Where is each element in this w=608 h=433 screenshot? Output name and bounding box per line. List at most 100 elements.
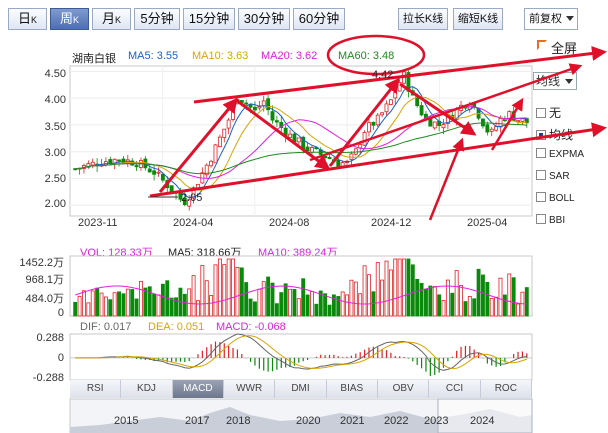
- checkbox[interactable]: [536, 170, 546, 180]
- indicator-tab-cci[interactable]: CCI: [429, 380, 481, 398]
- volume-bar: [445, 279, 450, 317]
- adjust-select[interactable]: 前复权: [524, 8, 578, 30]
- tab-month-k[interactable]: 月K: [92, 8, 131, 30]
- indicator-tab-rsi[interactable]: RSI: [70, 380, 122, 398]
- candle-body: [375, 114, 380, 126]
- checkbox[interactable]: [536, 130, 546, 140]
- indicator-tab-wwr[interactable]: WWR: [224, 380, 276, 398]
- tab-5min[interactable]: 5分钟: [134, 8, 180, 30]
- wave-arrow: [328, 77, 400, 167]
- volume-bar: [99, 292, 104, 317]
- indicator-tab-obv[interactable]: OBV: [378, 380, 430, 398]
- candle-body: [371, 121, 376, 126]
- volume-bar: [231, 258, 235, 317]
- volume-bar: [318, 290, 323, 317]
- x-tick: 2023-11: [78, 217, 118, 229]
- y-tick: 4.50: [44, 68, 66, 80]
- tab-60min[interactable]: 60分钟: [293, 8, 345, 30]
- volume-bar: [327, 304, 332, 317]
- candle-body: [432, 121, 437, 129]
- volume-bar: [266, 276, 271, 317]
- tab-15min[interactable]: 15分钟: [183, 8, 235, 30]
- volume-bar: [244, 282, 249, 317]
- volume-bar: [279, 292, 284, 317]
- tab-day-k[interactable]: 日K: [8, 8, 47, 30]
- candle-body: [485, 124, 490, 133]
- indicator-tab-bias[interactable]: BIAS: [326, 380, 378, 398]
- option-sar[interactable]: SAR: [536, 170, 570, 182]
- x-tick: 2025-04: [467, 217, 508, 229]
- macd-chart[interactable]: [69, 333, 533, 381]
- option-bbi[interactable]: BBI: [536, 214, 565, 226]
- vol-y-tick: 0: [57, 307, 64, 319]
- volume-bar: [524, 287, 529, 317]
- volume-bar: [340, 291, 345, 317]
- ma60-label: MA60: 3.48: [338, 50, 395, 62]
- timeline-year: 2023: [424, 415, 449, 427]
- indicator-tab-dmi[interactable]: DMI: [275, 380, 327, 398]
- option-none[interactable]: 无: [536, 104, 561, 121]
- macd-y-tick: 0: [57, 352, 64, 364]
- volume-chart[interactable]: [69, 255, 533, 317]
- candle-body: [226, 119, 231, 129]
- volume-bar: [301, 278, 306, 317]
- y-tick: 4.00: [44, 94, 66, 106]
- option-boll[interactable]: BOLL: [536, 192, 575, 204]
- candle-body: [489, 128, 494, 132]
- volume-bar: [239, 267, 244, 317]
- volume-bar: [103, 296, 108, 317]
- volume-bar: [314, 303, 319, 317]
- volume-bar: [415, 279, 420, 317]
- volume-bar: [296, 298, 301, 317]
- volume-bar: [336, 296, 341, 317]
- volume-bar: [130, 289, 135, 317]
- macd-y-tick: 0.288: [36, 332, 64, 344]
- volume-bar: [248, 298, 253, 317]
- volume-bar: [507, 273, 512, 317]
- candle-body: [187, 199, 192, 207]
- volume-bar: [397, 258, 402, 317]
- fullscreen-icon[interactable]: [537, 40, 547, 50]
- volume-bar: [209, 295, 214, 317]
- volume-bar: [139, 280, 143, 317]
- volume-bar: [112, 292, 117, 317]
- checkbox[interactable]: [536, 148, 546, 158]
- option-expma[interactable]: EXPMA: [536, 148, 584, 160]
- volume-bar: [502, 294, 507, 317]
- wave-arrow: [490, 97, 524, 151]
- tab-week-k[interactable]: 周K: [50, 8, 89, 30]
- volume-bar: [428, 285, 433, 317]
- checkbox[interactable]: [536, 108, 546, 118]
- fullscreen-button[interactable]: 全屏: [551, 41, 578, 56]
- ma20-label: MA20: 3.62: [261, 50, 318, 62]
- volume-bar: [117, 291, 121, 317]
- volume-bar: [388, 269, 393, 317]
- dea-label: DEA: 0.051: [148, 321, 205, 333]
- volume-bar: [437, 294, 442, 317]
- volume-bar: [467, 296, 472, 317]
- tab-30min[interactable]: 30分钟: [238, 8, 290, 30]
- volume-bar: [200, 265, 205, 317]
- stretch-k-button[interactable]: 拉长K线: [398, 8, 448, 30]
- timeline-year: 2020: [296, 415, 321, 427]
- volume-bar: [463, 301, 468, 317]
- volume-bar: [459, 285, 463, 317]
- volume-bar: [288, 288, 292, 317]
- candle-body: [384, 103, 389, 113]
- shrink-k-button[interactable]: 缩短K线: [453, 8, 503, 30]
- timeline-navigator[interactable]: [69, 398, 533, 433]
- checkbox[interactable]: [536, 214, 546, 224]
- candle-body: [90, 161, 95, 166]
- indicator-tab-kdj[interactable]: KDJ: [121, 380, 173, 398]
- checkbox[interactable]: [536, 192, 546, 202]
- candle-body: [222, 128, 227, 138]
- candle-body: [253, 106, 257, 111]
- volume-bar: [472, 298, 477, 317]
- indicator-tab-roc[interactable]: ROC: [480, 380, 532, 398]
- candle-body: [248, 104, 253, 108]
- indicator-tab-macd[interactable]: MACD: [172, 380, 224, 398]
- volume-bar: [121, 293, 126, 317]
- volume-bar: [77, 295, 82, 317]
- volume-bar: [169, 297, 174, 317]
